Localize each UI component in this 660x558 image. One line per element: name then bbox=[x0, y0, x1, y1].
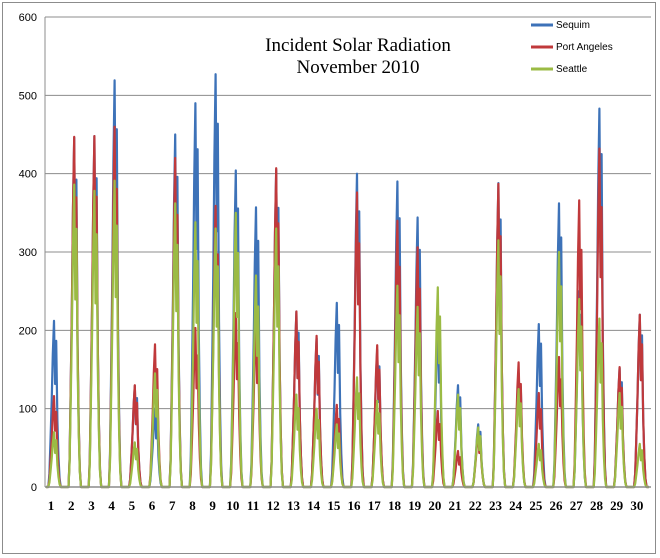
x-tick-label: 10 bbox=[226, 498, 239, 513]
y-tick-label: 300 bbox=[19, 247, 37, 259]
y-tick-label: 600 bbox=[19, 12, 37, 24]
x-tick-label: 1 bbox=[48, 498, 55, 513]
x-tick-label: 6 bbox=[149, 498, 156, 513]
y-tick-label: 0 bbox=[31, 482, 37, 494]
x-tick-label: 9 bbox=[209, 498, 216, 513]
legend-label: Port Angeles bbox=[556, 42, 613, 53]
y-tick-label: 500 bbox=[19, 90, 37, 102]
x-tick-label: 30 bbox=[630, 498, 643, 513]
legend-label: Seattle bbox=[556, 64, 588, 75]
y-tick-label: 200 bbox=[19, 325, 37, 337]
x-tick-label: 15 bbox=[327, 498, 341, 513]
x-tick-label: 13 bbox=[287, 498, 301, 513]
legend: Sequim Port Angeles Seattle bbox=[531, 20, 613, 75]
gridlines bbox=[45, 16, 651, 488]
x-tick-label: 24 bbox=[509, 498, 523, 513]
chart-subtitle: November 2010 bbox=[297, 57, 420, 78]
series-lines bbox=[45, 73, 649, 489]
x-tick-label: 22 bbox=[469, 498, 482, 513]
y-tick-label: 100 bbox=[19, 404, 37, 416]
x-tick-label: 26 bbox=[550, 498, 564, 513]
y-tick-labels: 0 100 200 300 400 500 600 bbox=[19, 12, 37, 494]
x-tick-label: 2 bbox=[68, 498, 75, 513]
x-tick-labels: 1 2 3 4 5 6 7 8 9 10 11 12 13 14 15 16 17 18 19 20 21 22 23 24 2… bbox=[48, 498, 644, 513]
x-tick-label: 12 bbox=[267, 498, 280, 513]
legend-label: Sequim bbox=[556, 20, 590, 31]
x-tick-label: 7 bbox=[169, 498, 176, 513]
x-tick-label: 25 bbox=[529, 498, 543, 513]
y-tick-label: 400 bbox=[19, 169, 37, 181]
x-tick-label: 27 bbox=[570, 498, 584, 513]
x-tick-label: 17 bbox=[368, 498, 382, 513]
x-tick-label: 19 bbox=[408, 498, 422, 513]
x-tick-label: 16 bbox=[348, 498, 362, 513]
x-tick-label: 23 bbox=[489, 498, 503, 513]
x-tick-label: 3 bbox=[88, 498, 95, 513]
x-tick-label: 11 bbox=[247, 498, 259, 513]
axes bbox=[44, 17, 651, 488]
x-tick-label: 4 bbox=[108, 498, 115, 513]
x-tick-label: 20 bbox=[428, 498, 441, 513]
x-tick-label: 18 bbox=[388, 498, 402, 513]
x-tick-label: 21 bbox=[449, 498, 462, 513]
x-tick-label: 8 bbox=[189, 498, 196, 513]
x-tick-label: 14 bbox=[307, 498, 321, 513]
chart-title: Incident Solar Radiation bbox=[265, 35, 451, 56]
x-tick-label: 5 bbox=[129, 498, 136, 513]
x-tick-label: 29 bbox=[610, 498, 624, 513]
x-tick-label: 28 bbox=[590, 498, 604, 513]
